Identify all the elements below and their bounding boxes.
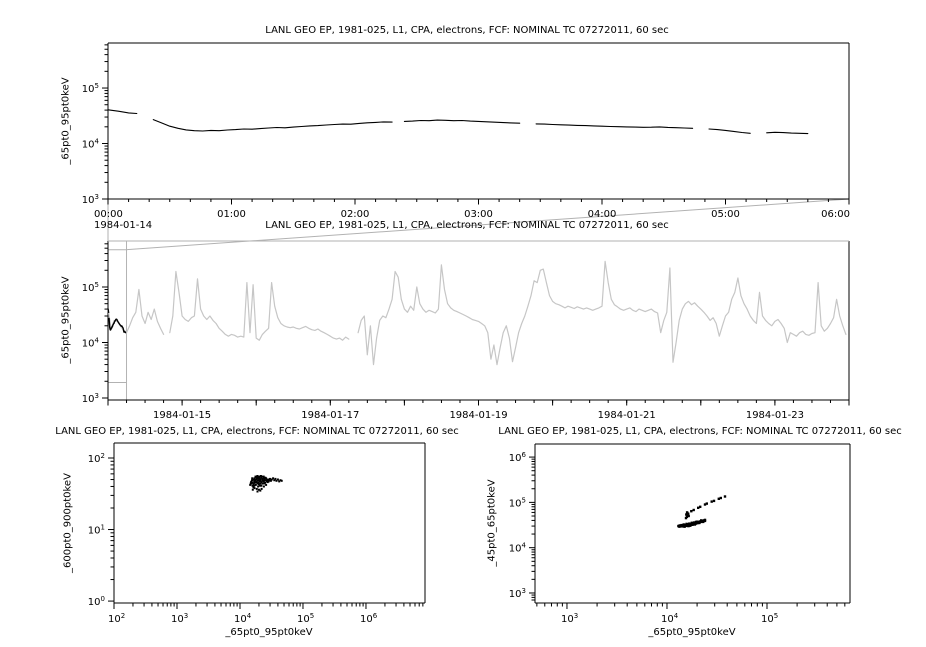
- svg-text:103: 103: [82, 193, 99, 206]
- svg-text:05:00: 05:00: [711, 209, 740, 220]
- panel1-plot-area[interactable]: [108, 43, 849, 199]
- svg-text:106: 106: [360, 612, 378, 625]
- svg-text:01:00: 01:00: [217, 209, 246, 220]
- svg-text:105: 105: [761, 612, 778, 625]
- svg-text:105: 105: [82, 82, 99, 95]
- svg-text:104: 104: [509, 542, 527, 555]
- svg-text:104: 104: [82, 336, 100, 349]
- panel4-plot-area[interactable]: [535, 444, 850, 603]
- svg-text:103: 103: [509, 587, 526, 600]
- svg-text:03:00: 03:00: [464, 209, 493, 220]
- svg-text:02:00: 02:00: [341, 209, 370, 220]
- svg-text:103: 103: [171, 612, 188, 625]
- svg-text:106: 106: [509, 451, 527, 464]
- svg-text:103: 103: [561, 612, 578, 625]
- svg-text:105: 105: [82, 281, 99, 294]
- svg-text:1984-01-21: 1984-01-21: [598, 410, 656, 421]
- svg-text:1984-01-19: 1984-01-19: [449, 410, 507, 421]
- svg-text:104: 104: [82, 138, 100, 151]
- svg-text:1984-01-15: 1984-01-15: [153, 410, 211, 421]
- svg-text:00:00: 00:00: [94, 209, 123, 220]
- svg-text:105: 105: [297, 612, 314, 625]
- svg-text:105: 105: [509, 496, 526, 509]
- svg-text:100: 100: [88, 595, 105, 608]
- svg-text:04:00: 04:00: [588, 209, 617, 220]
- svg-text:104: 104: [661, 612, 679, 625]
- svg-text:1984-01-23: 1984-01-23: [746, 410, 804, 421]
- svg-text:1984-01-17: 1984-01-17: [301, 410, 359, 421]
- svg-text:101: 101: [88, 524, 105, 537]
- panel2-plot-area[interactable]: [108, 241, 849, 400]
- panel3-plot-area[interactable]: [114, 443, 425, 603]
- svg-text:102: 102: [108, 612, 125, 625]
- svg-text:103: 103: [82, 392, 99, 405]
- svg-text:102: 102: [88, 452, 105, 465]
- svg-text:104: 104: [234, 612, 252, 625]
- svg-text:06:00: 06:00: [821, 209, 850, 220]
